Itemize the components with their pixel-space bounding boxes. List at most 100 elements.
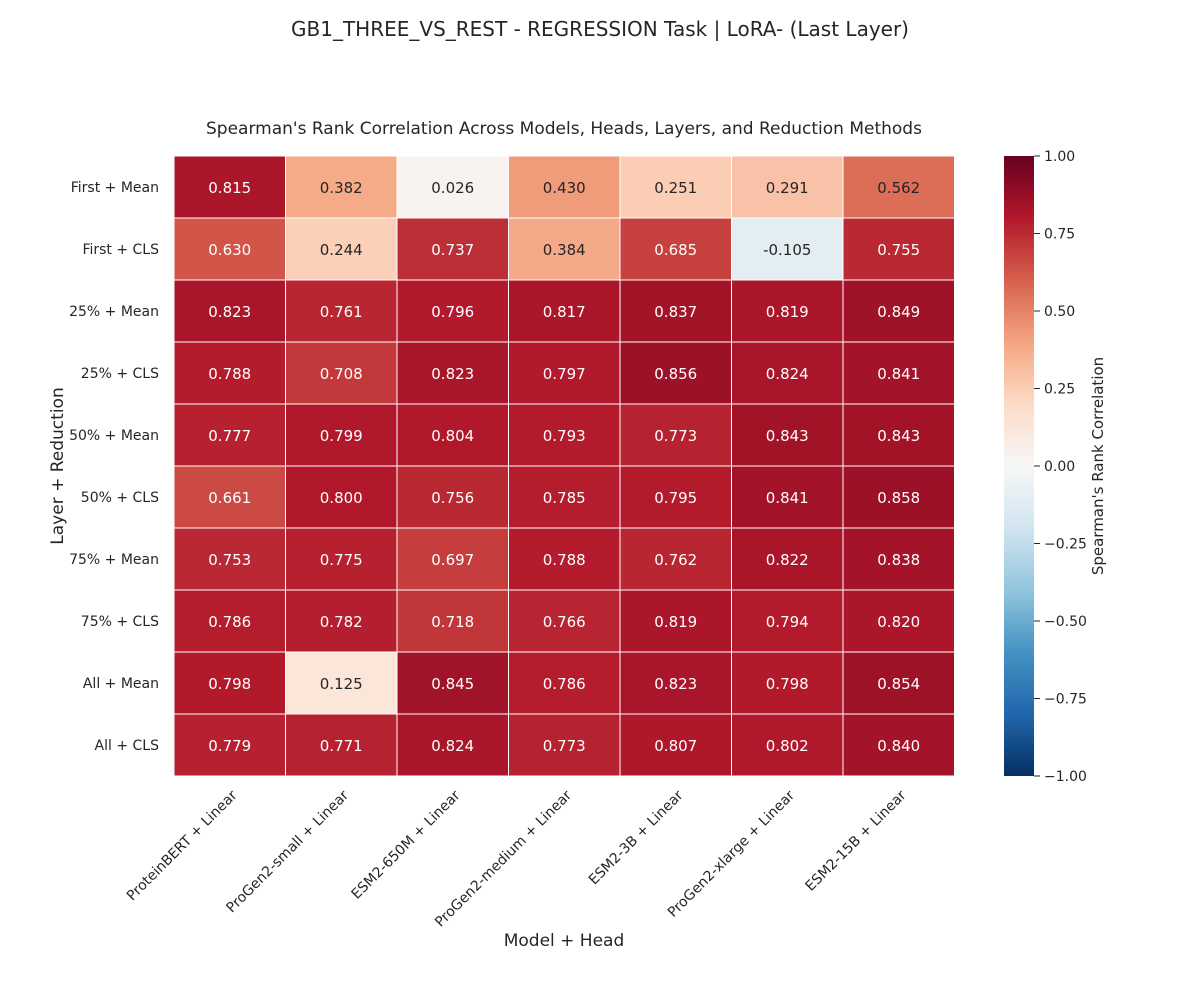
cell-value-label: 0.796: [431, 303, 474, 321]
heatmap-cell: [508, 465, 621, 529]
cell-value-label: 0.697: [431, 551, 474, 569]
heatmap-cell: [842, 713, 955, 777]
cell-value-label: 0.838: [877, 551, 920, 569]
cell-value-label: 0.841: [766, 489, 809, 507]
heatmap-cell: [396, 465, 509, 529]
heatmap-cell: [396, 403, 509, 467]
cell-value-label: 0.685: [654, 241, 697, 259]
cell-value-label: 0.843: [877, 427, 920, 445]
colorbar-tick-label: 1.00: [1044, 149, 1075, 165]
heatmap-cell: [285, 465, 398, 529]
cell-value-label: 0.843: [766, 427, 809, 445]
cell-value-label: 0.786: [208, 613, 251, 631]
cell-value-label: 0.823: [208, 303, 251, 321]
cell-value-label: 0.845: [431, 675, 474, 693]
x-tick-label: ESM2-3B + Linear: [586, 787, 687, 888]
heatmap-cell: [731, 341, 844, 405]
heatmap-cell: [619, 155, 732, 219]
cell-value-label: 0.756: [431, 489, 474, 507]
y-tick-label: 50% + Mean: [69, 428, 159, 444]
heatmap-cell: [285, 341, 398, 405]
heatmap-cell: [731, 217, 844, 281]
heatmap-cell: [842, 279, 955, 343]
cell-value-label: 0.840: [877, 737, 920, 755]
y-tick-label: 75% + CLS: [81, 614, 159, 630]
cell-value-label: 0.775: [320, 551, 363, 569]
heatmap-cell: [173, 465, 286, 529]
cell-value-label: -0.105: [763, 241, 811, 259]
cell-value-label: 0.824: [766, 365, 809, 383]
heatmap-cell: [508, 589, 621, 653]
heatmap-cell: [508, 713, 621, 777]
x-axis-label: Model + Head: [504, 931, 625, 951]
heatmap-cell: [842, 341, 955, 405]
cell-value-label: 0.858: [877, 489, 920, 507]
cell-value-label: 0.753: [208, 551, 251, 569]
colorbar-tick-label: −0.75: [1044, 692, 1087, 708]
cell-value-label: 0.782: [320, 613, 363, 631]
cell-value-label: 0.823: [654, 675, 697, 693]
cell-value-label: 0.798: [208, 675, 251, 693]
cell-value-label: 0.382: [320, 179, 363, 197]
cell-value-label: 0.777: [208, 427, 251, 445]
cell-value-label: 0.786: [543, 675, 586, 693]
heatmap-cell: [396, 217, 509, 281]
cell-value-label: 0.856: [654, 365, 697, 383]
colorbar-tick-label: 0.25: [1044, 382, 1075, 398]
cell-value-label: 0.773: [654, 427, 697, 445]
heatmap-cell: [731, 155, 844, 219]
colorbar-tick-label: 0.75: [1044, 227, 1075, 243]
cell-value-label: 0.430: [543, 179, 586, 197]
cell-value-label: 0.815: [208, 179, 251, 197]
heatmap-cell: [731, 279, 844, 343]
heatmap-cell: [619, 279, 732, 343]
heatmap-cell: [173, 527, 286, 591]
cell-value-label: 0.795: [654, 489, 697, 507]
cell-value-label: 0.026: [431, 179, 474, 197]
heatmap-cell: [285, 155, 398, 219]
cell-value-label: 0.854: [877, 675, 920, 693]
cell-value-label: 0.849: [877, 303, 920, 321]
cell-value-label: 0.802: [766, 737, 809, 755]
cell-value-label: 0.799: [320, 427, 363, 445]
heatmap-cell: [842, 527, 955, 591]
heatmap-cell: [508, 279, 621, 343]
x-tick-label: ProGen2-small + Linear: [223, 787, 352, 916]
colorbar-tick-label: −0.50: [1044, 614, 1087, 630]
heatmap-cell: [619, 713, 732, 777]
heatmap-cell: [285, 279, 398, 343]
colorbar-label: Spearman's Rank Correlation: [1089, 357, 1107, 575]
heatmap-cell: [396, 651, 509, 715]
cell-value-label: 0.125: [320, 675, 363, 693]
cell-value-label: 0.251: [654, 179, 697, 197]
heatmap-cell: [396, 713, 509, 777]
heatmap-cell: [173, 155, 286, 219]
cell-value-label: 0.822: [766, 551, 809, 569]
colorbar: [1004, 156, 1034, 776]
y-tick-label: 25% + CLS: [81, 366, 159, 382]
cell-value-label: 0.823: [431, 365, 474, 383]
colorbar-tick-label: 0.00: [1044, 459, 1075, 475]
x-tick-label: ESM2-15B + Linear: [803, 787, 910, 894]
y-tick-label: All + CLS: [95, 738, 160, 754]
cell-value-label: 0.788: [208, 365, 251, 383]
y-tick-label: 25% + Mean: [69, 304, 159, 320]
x-tick-label: ProGen2-xlarge + Linear: [665, 787, 798, 920]
chart-title: Spearman's Rank Correlation Across Model…: [206, 119, 922, 139]
heatmap-cell: [731, 527, 844, 591]
cell-value-label: 0.771: [320, 737, 363, 755]
cell-value-label: 0.807: [654, 737, 697, 755]
cell-value-label: 0.718: [431, 613, 474, 631]
heatmap-cell: [508, 155, 621, 219]
cell-value-label: 0.761: [320, 303, 363, 321]
cell-value-label: 0.630: [208, 241, 251, 259]
heatmap-cell: [619, 217, 732, 281]
y-axis-label: Layer + Reduction: [48, 387, 68, 544]
cell-value-label: 0.819: [654, 613, 697, 631]
y-tick-labels: First + Mean First + CLS 25% + Mean 25% + C…: [69, 180, 159, 754]
cell-value-label: 0.766: [543, 613, 586, 631]
cell-value-label: 0.291: [766, 179, 809, 197]
cell-value-label: 0.562: [877, 179, 920, 197]
